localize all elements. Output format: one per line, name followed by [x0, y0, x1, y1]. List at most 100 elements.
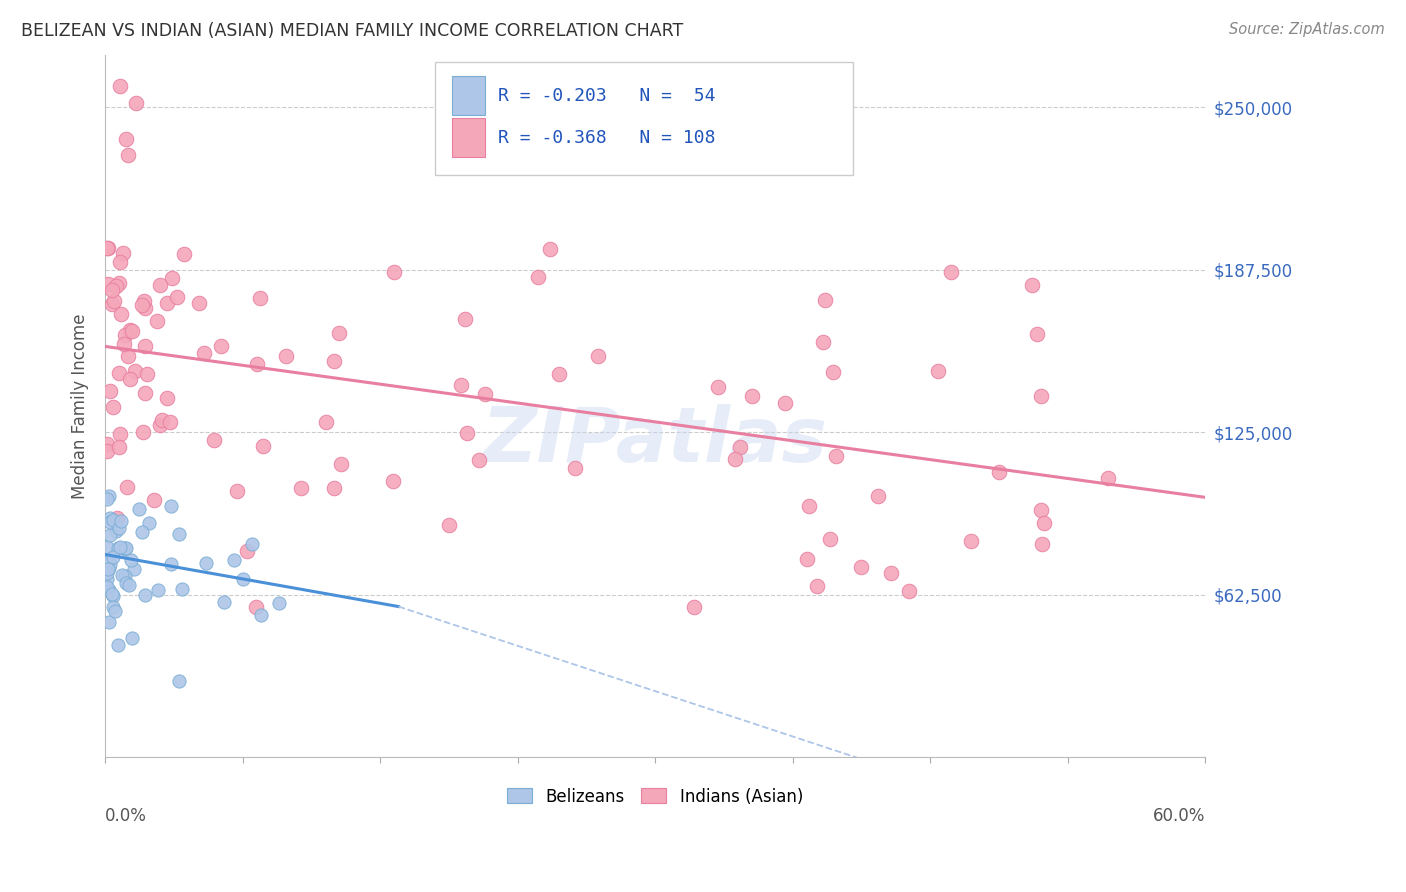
Point	[114, 328, 136, 343]
Point	[128, 502, 150, 516]
Point	[131, 298, 153, 312]
Point	[97, 615, 120, 629]
Point	[814, 293, 837, 307]
Point	[879, 566, 901, 580]
Point	[456, 425, 478, 440]
Point	[122, 562, 145, 576]
Point	[114, 541, 136, 556]
Point	[120, 323, 142, 337]
Point	[108, 254, 131, 268]
Point	[169, 674, 191, 689]
Point	[382, 265, 405, 279]
Point	[108, 440, 131, 454]
Point	[149, 278, 172, 293]
Point	[160, 271, 183, 285]
Point	[107, 541, 129, 555]
Point	[172, 582, 194, 596]
Point	[683, 599, 706, 614]
Point	[96, 540, 118, 554]
Point	[104, 524, 127, 538]
Point	[134, 301, 156, 315]
Point	[96, 555, 118, 569]
Point	[1031, 389, 1053, 403]
Point	[159, 415, 181, 429]
Point	[586, 349, 609, 363]
Point	[96, 572, 118, 586]
Point	[806, 579, 828, 593]
Point	[468, 452, 491, 467]
Point	[120, 553, 142, 567]
Point	[813, 335, 835, 350]
Point	[474, 387, 496, 401]
Point	[382, 474, 405, 488]
Point	[96, 566, 118, 580]
Point	[103, 589, 125, 603]
Point	[225, 483, 247, 498]
Point	[98, 490, 121, 504]
Point	[1033, 516, 1056, 530]
Point	[232, 572, 254, 586]
Point	[97, 583, 120, 598]
Point	[159, 499, 181, 513]
Point	[150, 412, 173, 426]
Point	[156, 391, 179, 405]
Point	[939, 265, 962, 279]
Point	[101, 587, 124, 601]
Point	[138, 516, 160, 531]
Point	[108, 366, 131, 380]
Point	[167, 527, 190, 541]
Point	[103, 550, 125, 565]
Point	[246, 357, 269, 371]
Point	[96, 491, 118, 506]
Text: BELIZEAN VS INDIAN (ASIAN) MEDIAN FAMILY INCOME CORRELATION CHART: BELIZEAN VS INDIAN (ASIAN) MEDIAN FAMILY…	[21, 22, 683, 40]
Point	[114, 541, 136, 556]
Point	[103, 400, 125, 414]
Point	[741, 389, 763, 403]
Point	[104, 279, 127, 293]
Text: R = -0.368   N = 108: R = -0.368 N = 108	[498, 128, 716, 146]
Point	[1097, 471, 1119, 485]
Point	[96, 437, 118, 451]
Point	[323, 354, 346, 368]
Point	[1021, 277, 1043, 292]
Point	[797, 499, 820, 513]
Bar	[451, 76, 485, 115]
Point	[269, 596, 291, 610]
Point	[193, 346, 215, 360]
Point	[110, 79, 132, 94]
Point	[236, 544, 259, 558]
Point	[290, 481, 312, 495]
Point	[960, 534, 983, 549]
Point	[453, 311, 475, 326]
Point	[730, 440, 752, 454]
Point	[330, 458, 353, 472]
Y-axis label: Median Family Income: Median Family Income	[72, 313, 89, 499]
Point	[112, 246, 135, 260]
Point	[114, 541, 136, 555]
Text: 0.0%: 0.0%	[105, 806, 148, 824]
Point	[849, 560, 872, 574]
Point	[146, 314, 169, 328]
Point	[105, 511, 128, 525]
Point	[98, 515, 121, 529]
Point	[868, 489, 890, 503]
Point	[98, 557, 121, 571]
Point	[98, 510, 121, 524]
Point	[101, 513, 124, 527]
Point	[988, 466, 1011, 480]
Point	[222, 553, 245, 567]
Point	[252, 439, 274, 453]
Point	[250, 608, 273, 623]
Point	[527, 269, 550, 284]
Point	[166, 290, 188, 304]
Point	[927, 364, 949, 378]
Text: R = -0.203   N =  54: R = -0.203 N = 54	[498, 87, 716, 104]
Point	[131, 524, 153, 539]
Point	[97, 562, 120, 576]
Point	[796, 551, 818, 566]
Point	[100, 528, 122, 542]
Point	[124, 364, 146, 378]
Point	[240, 537, 263, 551]
Point	[187, 295, 209, 310]
Point	[117, 349, 139, 363]
